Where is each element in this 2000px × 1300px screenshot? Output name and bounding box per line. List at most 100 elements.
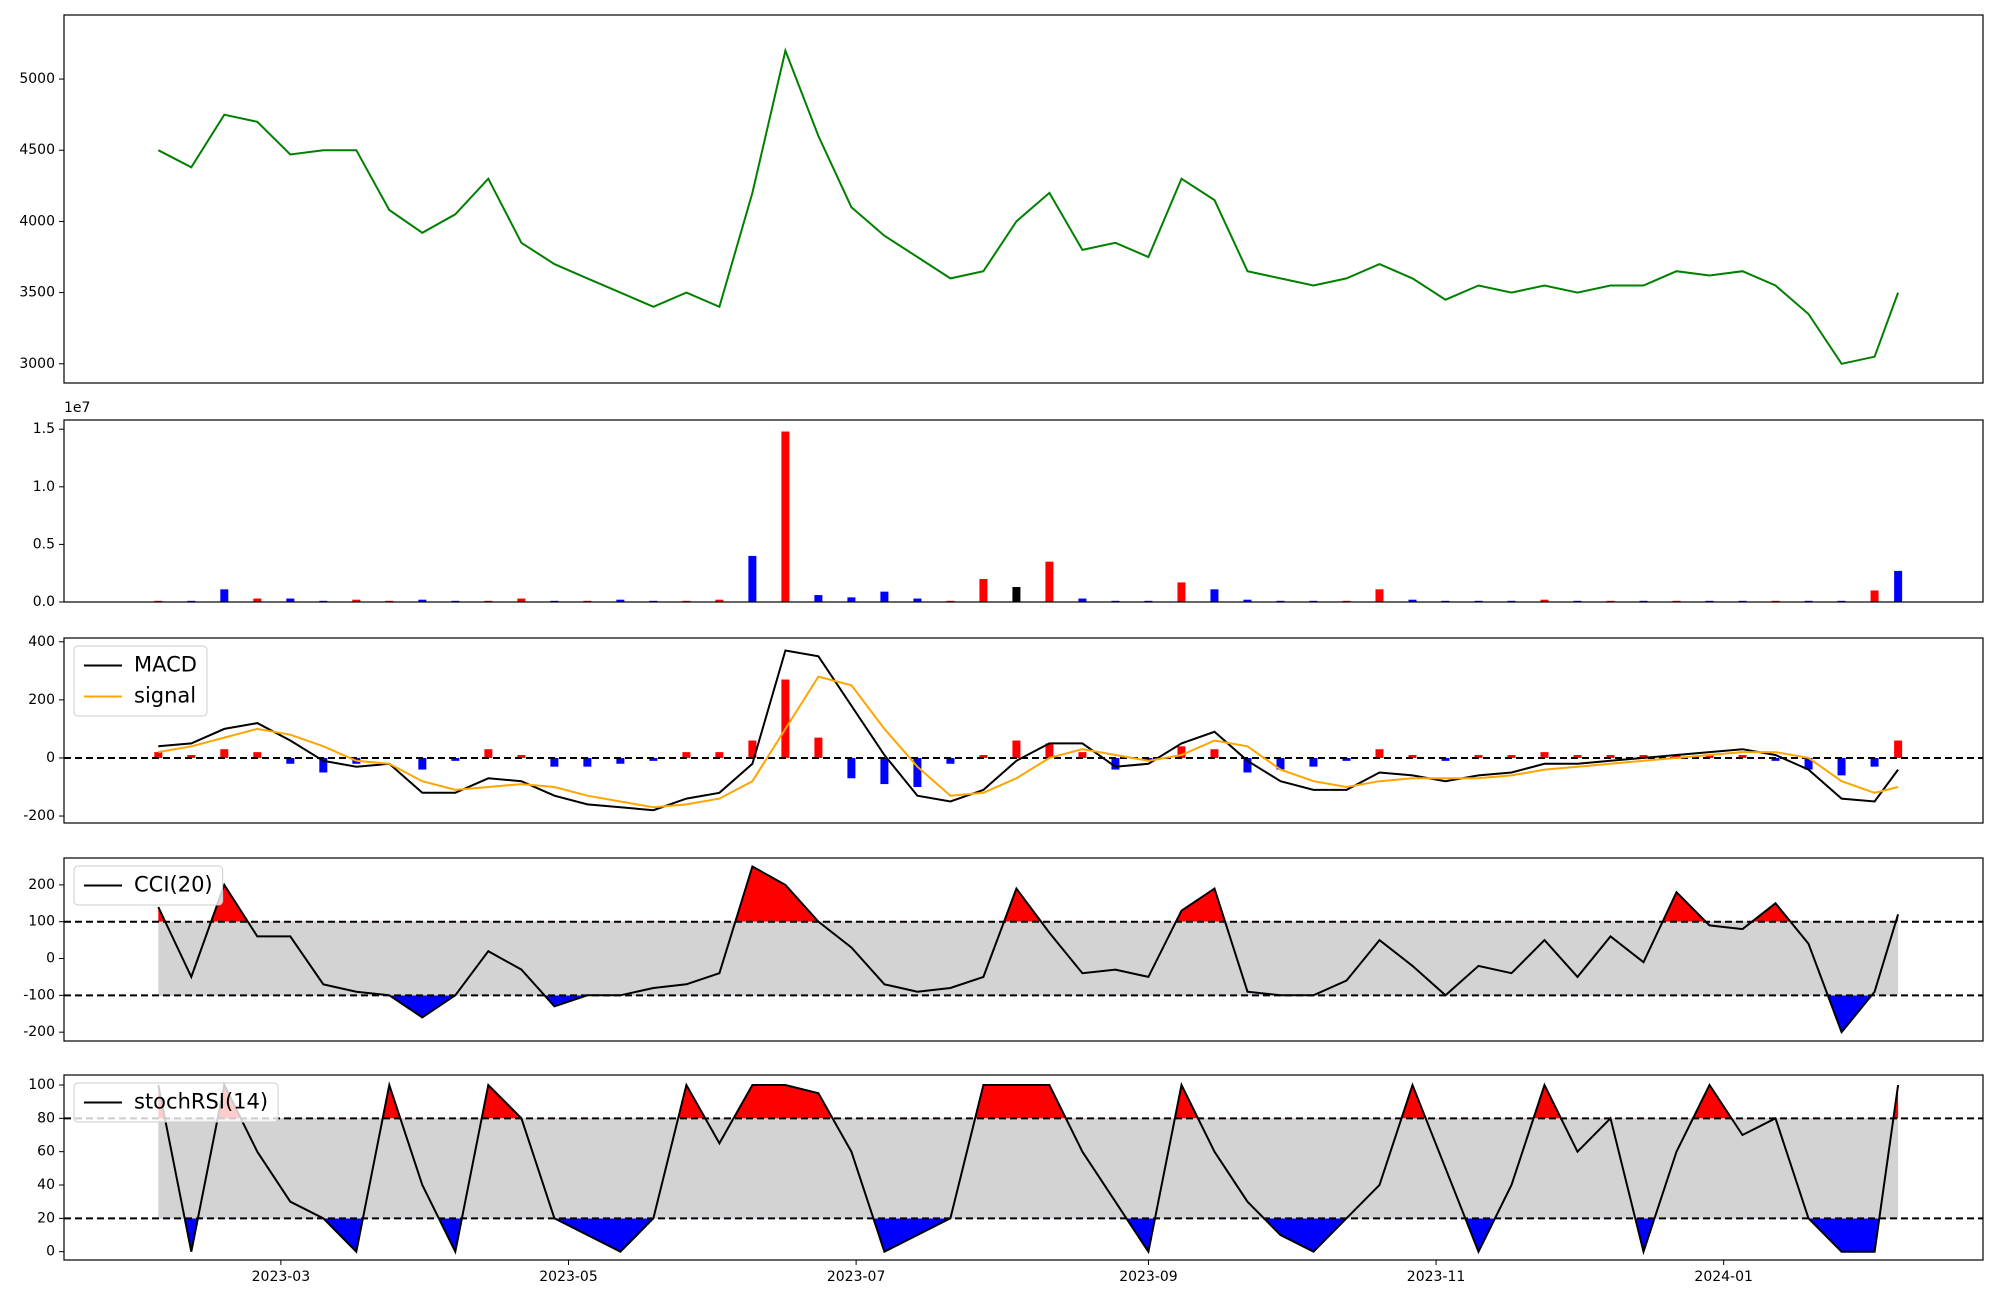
histogram-bar xyxy=(1375,749,1384,758)
histogram-bar xyxy=(1276,757,1285,770)
histogram-bar xyxy=(1474,755,1483,758)
histogram-bar xyxy=(1837,757,1846,776)
histogram-bar xyxy=(1408,755,1417,758)
y-tick-label: 3000 xyxy=(19,356,55,372)
histogram-bar xyxy=(187,755,196,758)
histogram-bar xyxy=(1540,752,1549,758)
histogram-bar xyxy=(418,757,427,770)
volume-bar xyxy=(1540,599,1549,602)
histogram-bar xyxy=(517,755,526,758)
x-tick-label: 2023-07 xyxy=(827,1269,886,1285)
series-line xyxy=(157,1081,1900,1256)
volume-bar xyxy=(1894,570,1903,602)
legend-box xyxy=(73,645,208,717)
volume-bar xyxy=(748,555,757,602)
x-tick-label: 2023-09 xyxy=(1119,1269,1178,1285)
histogram-bar xyxy=(451,757,460,761)
histogram-bar xyxy=(748,740,757,758)
histogram-bar xyxy=(847,757,856,779)
histogram-bar xyxy=(1177,746,1186,758)
volume-bar xyxy=(1177,582,1186,602)
histogram-bar xyxy=(1870,757,1879,767)
volume-bar xyxy=(1012,587,1021,602)
histogram-bar xyxy=(814,737,823,758)
volume-bar xyxy=(1045,561,1054,602)
volume-bar xyxy=(979,578,988,602)
x-tick-label: 2023-11 xyxy=(1407,1269,1466,1285)
y-tick-label: 0 xyxy=(46,951,55,967)
volume-bar xyxy=(286,598,295,602)
histogram-bar xyxy=(979,755,988,758)
histogram-bar xyxy=(1771,757,1780,761)
y-tick-label: 100 xyxy=(28,1077,55,1093)
y-tick-label: 4500 xyxy=(19,142,55,158)
oversold-fill xyxy=(184,1218,1880,1252)
offset-text: 1e7 xyxy=(64,400,90,416)
volume-bar xyxy=(220,589,229,602)
volume-bar xyxy=(352,599,361,602)
y-tick-label: -100 xyxy=(23,987,55,1003)
y-tick-label: 200 xyxy=(28,877,55,893)
y-tick-label: 100 xyxy=(28,914,55,930)
legend-label: MACD xyxy=(134,653,197,677)
series-line xyxy=(158,649,1899,812)
volume-bar xyxy=(1375,589,1384,602)
y-tick-label: 20 xyxy=(37,1210,55,1226)
y-tick-label: 0.0 xyxy=(33,594,55,610)
histogram-bar xyxy=(253,752,262,758)
histogram-bar xyxy=(550,757,559,767)
legend-label: CCI(20) xyxy=(134,873,213,897)
volume-bar xyxy=(1078,598,1087,602)
volume-bar xyxy=(1870,590,1879,602)
panel-frame xyxy=(63,419,1984,603)
volume-bar xyxy=(1408,599,1417,602)
histogram-bar xyxy=(682,752,691,758)
histogram-bar xyxy=(1606,755,1615,758)
y-tick-label: 4000 xyxy=(19,213,55,229)
histogram-bar xyxy=(1894,740,1903,758)
overbought-fill xyxy=(158,866,1899,922)
histogram-bar xyxy=(1309,757,1318,767)
histogram-bar xyxy=(1804,757,1813,770)
histogram-bar xyxy=(1738,755,1747,758)
histogram-bar xyxy=(1045,743,1054,758)
volume-bar xyxy=(715,599,724,602)
series-line xyxy=(157,865,1900,1035)
y-tick-label: 1.0 xyxy=(33,479,55,495)
volume-bar xyxy=(1243,599,1252,602)
legend-label: signal xyxy=(134,684,196,708)
series-line xyxy=(158,675,1899,809)
legend-label: stochRSI(14) xyxy=(134,1090,268,1114)
neutral-band xyxy=(158,1118,1899,1219)
x-tick-label: 2023-03 xyxy=(252,1269,311,1285)
y-tick-label: 1.5 xyxy=(33,421,55,437)
histogram-bar xyxy=(1210,749,1219,758)
histogram-bar xyxy=(1441,757,1450,761)
histogram-bar xyxy=(1243,757,1252,773)
y-tick-label: 0.5 xyxy=(33,536,55,552)
histogram-bar xyxy=(649,757,658,761)
legend-box xyxy=(73,865,224,906)
legend-box xyxy=(73,1082,279,1123)
panel-frame xyxy=(63,637,1984,824)
histogram-bar xyxy=(616,757,625,764)
histogram-bar xyxy=(286,757,295,764)
histogram-bar xyxy=(1012,740,1021,758)
y-tick-label: 3500 xyxy=(19,285,55,301)
volume-bar xyxy=(814,595,823,602)
histogram-bar xyxy=(583,757,592,767)
y-tick-label: 60 xyxy=(37,1144,55,1160)
volume-bar xyxy=(880,591,889,602)
histogram-bar xyxy=(715,752,724,758)
histogram-bar xyxy=(1672,755,1681,758)
x-tick-label: 2023-05 xyxy=(539,1269,598,1285)
y-tick-label: 40 xyxy=(37,1177,55,1193)
histogram-bar xyxy=(1342,757,1351,761)
y-tick-label: 0 xyxy=(46,1244,55,1260)
histogram-bar xyxy=(880,757,889,785)
histogram-bar xyxy=(1078,752,1087,758)
volume-bar xyxy=(1210,589,1219,602)
histogram-bar xyxy=(484,749,493,758)
histogram-bar xyxy=(1573,755,1582,758)
